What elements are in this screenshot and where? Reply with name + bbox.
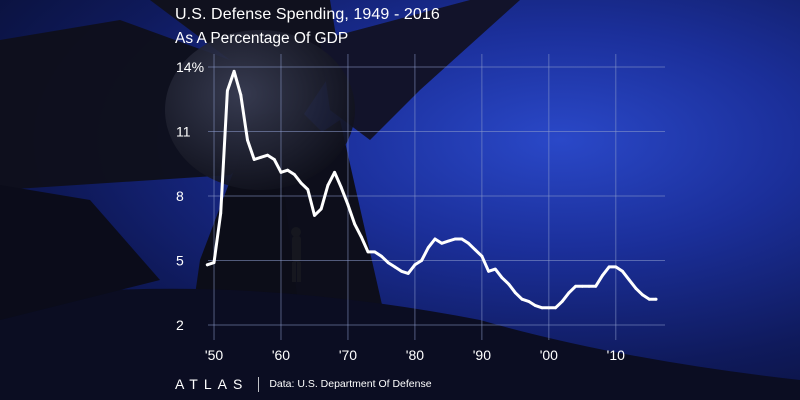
x-tick-label: '60 bbox=[272, 347, 290, 363]
data-point bbox=[313, 213, 316, 217]
x-tick-label: '10 bbox=[607, 347, 625, 363]
data-point bbox=[319, 207, 323, 211]
data-point bbox=[567, 291, 571, 295]
chart-title: U.S. Defense Spending, 1949 - 2016 bbox=[175, 6, 440, 23]
data-point bbox=[232, 69, 236, 73]
y-tick-label: 2 bbox=[176, 317, 184, 333]
data-point bbox=[580, 284, 584, 288]
data-point bbox=[440, 241, 444, 245]
data-point bbox=[621, 269, 624, 273]
data-point bbox=[513, 291, 517, 295]
data-point bbox=[339, 186, 343, 189]
data-point bbox=[252, 158, 256, 161]
chart-subtitle: As A Percentage Of GDP bbox=[175, 30, 349, 47]
data-point bbox=[400, 269, 403, 273]
data-point bbox=[266, 153, 269, 157]
y-tick-label: 5 bbox=[176, 253, 184, 269]
data-point bbox=[380, 254, 383, 258]
data-point bbox=[554, 306, 557, 310]
data-point bbox=[279, 170, 283, 174]
data-point bbox=[500, 276, 504, 280]
data-point bbox=[534, 304, 537, 308]
data-point bbox=[493, 267, 497, 271]
y-tick-label: 14% bbox=[176, 59, 204, 75]
data-point bbox=[299, 181, 303, 185]
data-point bbox=[272, 158, 276, 161]
x-tick-label: '70 bbox=[339, 347, 357, 363]
data-point bbox=[641, 293, 644, 297]
atlas-logo: ATLAS bbox=[175, 376, 249, 392]
data-point bbox=[326, 183, 330, 187]
data-point bbox=[246, 138, 249, 142]
data-point bbox=[460, 237, 464, 241]
data-point bbox=[654, 297, 658, 301]
data-point bbox=[601, 274, 604, 277]
data-point bbox=[286, 168, 290, 172]
footer: ATLAS Data: U.S. Department Of Defense bbox=[175, 376, 432, 392]
data-point bbox=[239, 93, 243, 97]
data-point bbox=[647, 297, 651, 301]
data-point bbox=[574, 284, 578, 288]
data-point bbox=[467, 241, 470, 245]
data-point bbox=[480, 254, 484, 258]
data-point bbox=[547, 306, 551, 310]
x-tick-label: '00 bbox=[540, 347, 558, 363]
data-point bbox=[527, 299, 531, 303]
data-point bbox=[426, 246, 430, 250]
data-point bbox=[393, 265, 397, 269]
data-point bbox=[507, 282, 511, 286]
data-point bbox=[446, 239, 450, 243]
data-point bbox=[560, 299, 564, 303]
data-point bbox=[614, 265, 618, 269]
data-point bbox=[413, 263, 417, 267]
data-point bbox=[306, 188, 310, 191]
data-point bbox=[259, 155, 263, 159]
data-point bbox=[420, 259, 424, 262]
data-point bbox=[386, 261, 390, 265]
x-tick-label: '50 bbox=[205, 347, 223, 363]
data-point bbox=[346, 203, 350, 207]
data-point bbox=[219, 211, 223, 215]
data-point bbox=[205, 263, 209, 267]
data-point bbox=[540, 306, 544, 310]
data-point bbox=[433, 237, 437, 241]
data-point bbox=[366, 250, 370, 254]
data-point bbox=[520, 297, 524, 301]
data-point bbox=[226, 89, 229, 93]
y-tick-label: 11 bbox=[176, 124, 191, 140]
source-note: Data: U.S. Department Of Defense bbox=[269, 378, 432, 390]
data-point bbox=[634, 287, 638, 290]
data-point bbox=[473, 248, 477, 252]
data-point bbox=[359, 235, 363, 239]
data-point bbox=[353, 222, 357, 226]
divider bbox=[258, 376, 260, 392]
y-tick-label: 8 bbox=[176, 188, 184, 204]
data-point bbox=[627, 278, 631, 282]
defense-spending-line bbox=[205, 69, 658, 310]
data-point bbox=[373, 250, 377, 254]
data-point bbox=[212, 261, 216, 265]
data-point bbox=[333, 170, 336, 174]
data-point bbox=[594, 284, 598, 288]
data-point bbox=[406, 272, 410, 275]
x-tick-label: '80 bbox=[406, 347, 424, 363]
x-tick-label: '90 bbox=[473, 347, 491, 363]
data-point bbox=[587, 284, 591, 288]
data-point bbox=[453, 237, 457, 241]
data-point bbox=[487, 269, 490, 273]
data-point bbox=[607, 265, 611, 269]
data-point bbox=[292, 173, 296, 176]
